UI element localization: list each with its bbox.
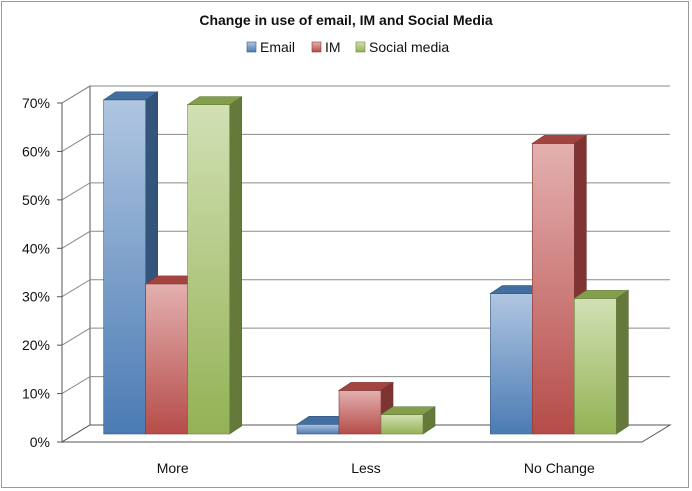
y-tick-label: 40% (22, 240, 50, 256)
x-axis: More Less No Change (157, 460, 595, 476)
x-tick-label: No Change (524, 460, 595, 476)
gridline (61, 85, 670, 104)
bar-social-media-more (186, 96, 243, 435)
gridlines (61, 85, 670, 443)
x-tick-label: Less (351, 460, 381, 476)
bar-im-no-change (531, 134, 588, 435)
x-tick-label: More (157, 460, 189, 476)
y-axis: 0% 10% 20% 30% 40% 50% 60% 70% (22, 95, 63, 450)
legend-swatch (246, 41, 257, 53)
y-tick-label: 70% (22, 95, 50, 111)
side-wall (61, 85, 91, 443)
gridline (61, 182, 670, 201)
legend-label: IM (325, 39, 341, 55)
legend: Email IM Social media (246, 39, 449, 55)
gridline (61, 133, 670, 152)
y-tick-label: 30% (22, 289, 50, 305)
y-tick-label: 0% (30, 434, 50, 450)
bar-social-media-less (380, 406, 436, 435)
legend-label: Social media (369, 39, 449, 55)
legend-swatch (355, 41, 366, 53)
y-tick-label: 50% (22, 192, 50, 208)
bars (102, 91, 630, 435)
gridline (61, 279, 670, 298)
bar-social-media-no-change (573, 289, 630, 435)
gridline (61, 230, 670, 249)
gridline (61, 376, 670, 394)
gridline (61, 327, 670, 346)
y-tick-label: 20% (22, 337, 50, 353)
legend-swatch (311, 41, 322, 53)
y-tick-label: 60% (22, 143, 50, 159)
chart-title: Change in use of email, IM and Social Me… (199, 12, 492, 28)
legend-label: Email (260, 39, 295, 55)
y-tick-label: 10% (22, 386, 50, 402)
